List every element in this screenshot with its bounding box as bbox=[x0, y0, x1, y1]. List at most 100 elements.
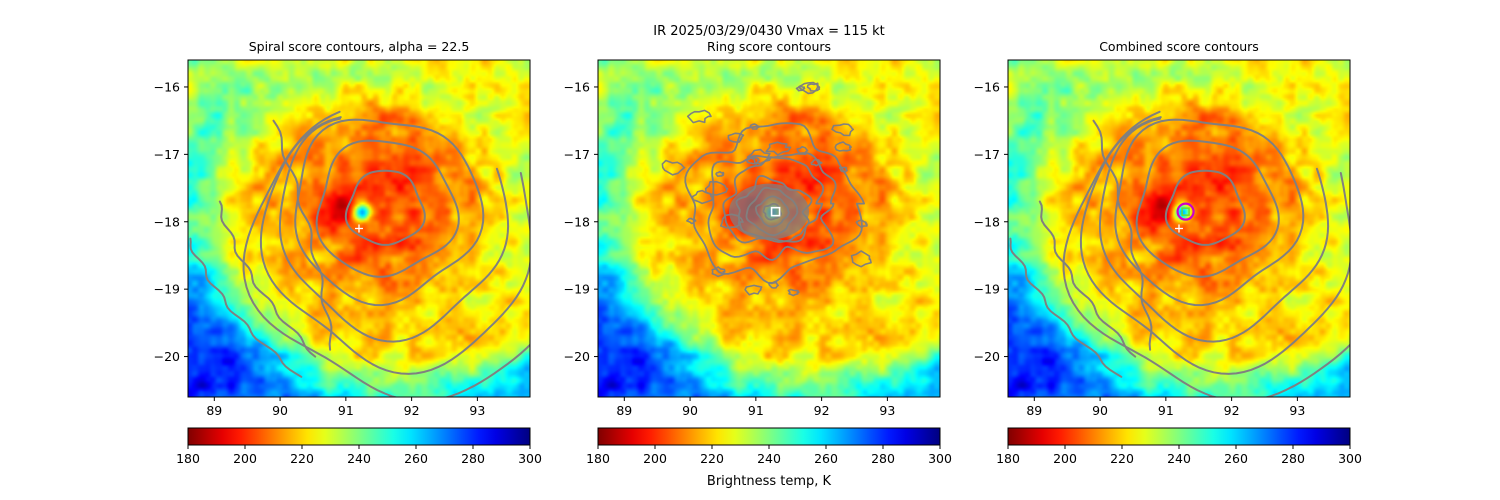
score-contour bbox=[242, 110, 530, 397]
x-tick-label: 91 bbox=[1158, 403, 1174, 418]
colorbar-tick-label: 260 bbox=[1224, 451, 1248, 466]
y-tick-label: −17 bbox=[974, 147, 1000, 162]
colorbar-rect bbox=[597, 427, 941, 446]
x-tick-label: 93 bbox=[1289, 403, 1305, 418]
colorbar-tick-label: 220 bbox=[700, 451, 724, 466]
x-tick-label: 92 bbox=[404, 403, 420, 418]
contours bbox=[189, 110, 530, 397]
panel-combined: Combined score contours 89 90 91 92 93 −16 −17 −… bbox=[974, 39, 1362, 466]
y-tick-label: −16 bbox=[154, 79, 180, 94]
colorbar-tick-label: 300 bbox=[518, 451, 542, 466]
y-tick-label: −18 bbox=[154, 214, 180, 229]
colorbar-tick-label: 180 bbox=[996, 451, 1020, 466]
score-contour bbox=[294, 118, 485, 307]
x-tick-label: 91 bbox=[748, 403, 764, 418]
score-contour bbox=[1098, 117, 1330, 343]
colorbar-tick-label: 260 bbox=[404, 451, 428, 466]
y-tick-label: −16 bbox=[974, 79, 1000, 94]
ring-contour-blob bbox=[686, 109, 712, 124]
ring-contour-blob bbox=[796, 145, 809, 155]
ring-contour-blob bbox=[838, 166, 848, 173]
ring-contour-blob bbox=[745, 156, 760, 165]
score-contour bbox=[1164, 169, 1246, 246]
colorbar-tick-label: 240 bbox=[757, 451, 781, 466]
ring-contour-blob bbox=[798, 81, 819, 95]
colorbar-tick-label: 200 bbox=[1053, 451, 1077, 466]
colorbar-tick-label: 280 bbox=[1281, 451, 1305, 466]
colorbar-tick-label: 300 bbox=[1338, 451, 1362, 466]
score-contour bbox=[1114, 118, 1305, 307]
x-tick-label: 91 bbox=[338, 403, 354, 418]
spiral-arm-contour bbox=[272, 119, 333, 351]
spiral-arm-contour bbox=[189, 237, 303, 378]
y-tick-label: −17 bbox=[154, 147, 180, 162]
contours bbox=[661, 81, 872, 297]
ring-contour-blob bbox=[704, 181, 729, 196]
colorbar-rect bbox=[187, 427, 531, 446]
ring-contour bbox=[684, 122, 865, 284]
y-tick-label: −16 bbox=[564, 79, 590, 94]
ring-contour-blob bbox=[711, 266, 726, 278]
axes-frame bbox=[597, 59, 941, 398]
colorbar-tick-label: 280 bbox=[461, 451, 485, 466]
colorbar-tick-label: 240 bbox=[1167, 451, 1191, 466]
colorbar-rect bbox=[1007, 427, 1351, 446]
ring-contour-blob bbox=[831, 123, 855, 137]
score-contour bbox=[1135, 139, 1280, 278]
ring-contour-blob bbox=[850, 250, 872, 268]
y-tick-label: −18 bbox=[564, 214, 590, 229]
spiral-arm-contour bbox=[1038, 200, 1137, 358]
panel-title: Spiral score contours, alpha = 22.5 bbox=[249, 39, 470, 54]
best-track-marker bbox=[1175, 224, 1183, 233]
ring-contour-blob bbox=[765, 141, 792, 156]
panel-ring: Ring score contours 89 90 91 92 93 −16 −17 −18 −1… bbox=[564, 39, 952, 466]
axes-frame bbox=[187, 59, 531, 398]
ring-contour-blob bbox=[749, 123, 761, 130]
score-contour bbox=[259, 116, 530, 375]
x-tick-label: 89 bbox=[616, 403, 632, 418]
ring-contour-blob bbox=[746, 148, 773, 165]
ring-core-fill bbox=[729, 183, 809, 240]
colorbar-tick-label: 180 bbox=[176, 451, 200, 466]
best-track-marker bbox=[355, 224, 363, 233]
score-contour bbox=[278, 117, 510, 343]
colorbar-tick-label: 200 bbox=[643, 451, 667, 466]
ring-contour-blob bbox=[810, 158, 823, 167]
panel-title: Combined score contours bbox=[1099, 39, 1259, 54]
colorbar-tick-label: 240 bbox=[347, 451, 371, 466]
y-tick-label: −20 bbox=[154, 349, 180, 364]
x-tick-label: 90 bbox=[1092, 403, 1108, 418]
x-tick-label: 90 bbox=[682, 403, 698, 418]
panel-title: Ring score contours bbox=[707, 39, 831, 54]
combined-center-circle bbox=[1176, 202, 1195, 221]
ring-contour-blob bbox=[686, 217, 697, 225]
colorbar-tick-label: 200 bbox=[233, 451, 257, 466]
y-tick-label: −19 bbox=[974, 282, 1000, 297]
contours bbox=[1009, 110, 1350, 397]
ring-contour-blob bbox=[715, 170, 725, 177]
score-contour bbox=[344, 169, 426, 246]
panel-spiral: Spiral score contours, alpha = 22.5 89 90 9… bbox=[154, 39, 542, 466]
y-tick-label: −17 bbox=[564, 147, 590, 162]
x-tick-label: 92 bbox=[1224, 403, 1240, 418]
colorbar: 180 200 220 240 260 280 300 bbox=[586, 427, 952, 466]
colorbar-tick-label: 300 bbox=[928, 451, 952, 466]
ring-contour bbox=[707, 152, 837, 261]
x-tick-label: 89 bbox=[206, 403, 222, 418]
score-contour bbox=[315, 139, 460, 278]
ring-max-marker bbox=[770, 206, 781, 217]
ring-contour-blob bbox=[768, 281, 780, 289]
ring-contour-blob bbox=[727, 132, 745, 143]
x-tick-label: 92 bbox=[814, 403, 830, 418]
ring-contour-blob bbox=[834, 141, 852, 152]
score-contour bbox=[1079, 116, 1350, 375]
y-tick-label: −19 bbox=[154, 282, 180, 297]
axes-frame bbox=[1007, 59, 1351, 398]
colorbar-tick-label: 180 bbox=[586, 451, 610, 466]
x-tick-label: 89 bbox=[1026, 403, 1042, 418]
colorbar-tick-label: 220 bbox=[1110, 451, 1134, 466]
y-tick-label: −20 bbox=[564, 349, 590, 364]
ring-contour bbox=[722, 156, 825, 244]
ring-contour-blob bbox=[744, 284, 763, 296]
ring-contour-blob bbox=[787, 288, 800, 297]
